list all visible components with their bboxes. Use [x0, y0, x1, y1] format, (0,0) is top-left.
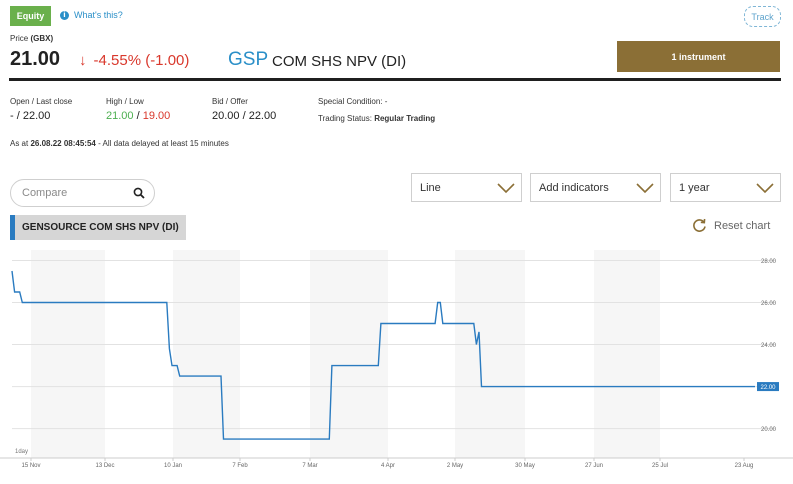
- whats-this-link[interactable]: i What's this?: [60, 10, 123, 20]
- period-dropdown[interactable]: 1 year: [670, 173, 781, 202]
- high-low-separator: /: [133, 110, 143, 122]
- x-tick-label: 4 Apr: [381, 463, 395, 469]
- ticker-symbol: GSP: [228, 49, 269, 70]
- y-tick-label: 24.00: [761, 343, 777, 349]
- whats-this-label: What's this?: [74, 10, 123, 20]
- x-tick-label: 2 May: [447, 463, 463, 469]
- high-value: 21.00: [106, 110, 134, 122]
- x-tick-label: 27 Jun: [585, 463, 603, 469]
- instrument-name: COM SHS NPV (DI): [272, 53, 407, 70]
- asat-prefix: As at: [10, 139, 29, 148]
- x-tick-label: 7 Feb: [232, 463, 248, 469]
- chart-band: [455, 250, 525, 458]
- high-low-value: 21.00 / 19.00: [106, 110, 170, 122]
- chart-band: [173, 250, 240, 458]
- asat-time: 26.08.22 08:45:54: [30, 139, 96, 148]
- current-price: 21.00: [10, 48, 61, 70]
- x-tick-label: 30 May: [515, 463, 535, 469]
- price-series-line: [11, 270, 755, 440]
- data-timestamp: As at 26.08.22 08:45:54 - All data delay…: [10, 139, 229, 148]
- search-icon[interactable]: [133, 187, 145, 199]
- track-button[interactable]: Track: [744, 6, 781, 27]
- last-value-marker: [757, 382, 779, 392]
- bid-offer-value: 20.00 / 22.00: [212, 110, 277, 122]
- special-condition-value: -: [384, 97, 388, 106]
- x-tick-label: 13 Dec: [95, 463, 114, 469]
- down-arrow-icon: ↓: [79, 52, 87, 69]
- open-last-close-label: Open / Last close: [10, 97, 73, 106]
- y-tick-label: 20.00: [761, 427, 777, 433]
- bid-offer-label: Bid / Offer: [212, 97, 248, 106]
- x-tick-label: 25 Jul: [652, 463, 668, 469]
- x-tick-label: 7 Mar: [302, 463, 317, 469]
- chart-band: [594, 250, 660, 458]
- equity-badge: Equity: [10, 6, 51, 26]
- price-change-value: -4.55% (-1.00): [93, 52, 190, 69]
- chevron-down-icon: [497, 183, 515, 194]
- price-chart[interactable]: 28.00 26.00 24.00 22.00 20.00 15 Nov 13 Dec 10 …: [0, 246, 793, 484]
- chart-band: [31, 250, 105, 458]
- x-tick-label: 10 Jan: [164, 463, 182, 469]
- interval-label: 1day: [15, 449, 28, 455]
- last-value-label: 22.00: [760, 385, 776, 391]
- open-last-close-value: - / 22.00: [10, 110, 51, 122]
- trading-status-value: Regular Trading: [374, 114, 436, 123]
- y-tick-label: 26.00: [761, 301, 777, 307]
- indicators-value: Add indicators: [539, 181, 609, 194]
- special-condition-label: Special Condition:: [318, 97, 383, 106]
- chart-type-dropdown[interactable]: Line: [411, 173, 522, 202]
- special-condition: Special Condition: -: [318, 97, 387, 106]
- x-tick-label: 23 Aug: [735, 463, 754, 469]
- chevron-down-icon: [756, 183, 774, 194]
- x-tick-label: 15 Nov: [21, 463, 40, 469]
- reset-chart-button[interactable]: Reset chart: [692, 218, 770, 233]
- reset-icon: [693, 218, 706, 232]
- trading-status-label: Trading Status:: [318, 114, 372, 123]
- header-divider: [9, 78, 781, 81]
- info-icon: i: [60, 10, 69, 20]
- instrument-button[interactable]: 1 instrument: [617, 41, 780, 72]
- compare-input[interactable]: [22, 187, 122, 199]
- asat-suffix: - All data delayed at least 15 minutes: [98, 139, 229, 148]
- indicators-dropdown[interactable]: Add indicators: [530, 173, 661, 202]
- low-value: 19.00: [142, 110, 171, 122]
- chart-type-value: Line: [420, 181, 441, 194]
- chevron-down-icon: [636, 183, 654, 194]
- high-low-label: High / Low: [106, 97, 144, 106]
- reset-chart-label: Reset chart: [714, 219, 771, 232]
- trading-status: Trading Status: Regular Trading: [318, 114, 435, 123]
- compare-search[interactable]: [10, 179, 155, 207]
- price-change: ↓ -4.55% (-1.00): [79, 52, 189, 69]
- y-tick-label: 28.00: [761, 259, 777, 265]
- series-color-bar: [10, 215, 15, 240]
- series-legend-tag[interactable]: GENSOURCE COM SHS NPV (DI): [10, 215, 186, 240]
- price-label: Price (GBX): [10, 34, 53, 43]
- price-label-unit: (GBX): [30, 34, 54, 43]
- price-label-prefix: Price: [10, 34, 29, 43]
- period-value: 1 year: [679, 181, 710, 194]
- chart-band: [310, 250, 388, 458]
- series-label: GENSOURCE COM SHS NPV (DI): [22, 222, 179, 233]
